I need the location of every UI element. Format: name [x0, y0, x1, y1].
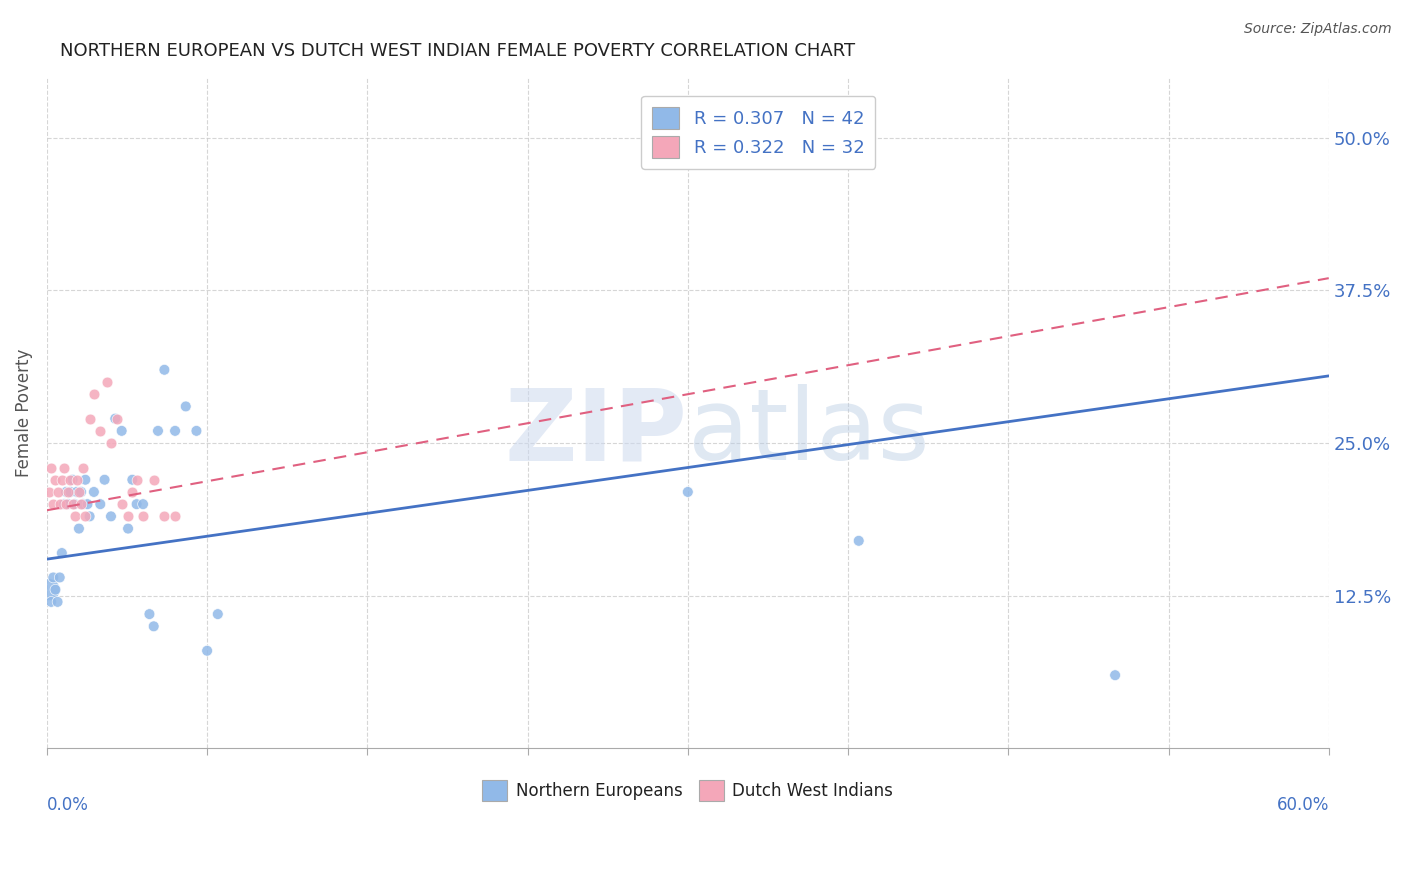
Point	[70, 497, 93, 511]
Point	[53, 497, 76, 511]
Point	[121, 485, 143, 500]
Point	[207, 607, 229, 621]
Text: 60.0%: 60.0%	[1277, 796, 1329, 814]
Point	[83, 387, 105, 401]
Point	[195, 644, 218, 658]
Point	[89, 497, 111, 511]
Point	[100, 509, 122, 524]
Point	[83, 485, 105, 500]
Point	[75, 509, 97, 524]
Point	[42, 570, 65, 584]
Point	[38, 485, 60, 500]
Point	[75, 473, 97, 487]
Point	[59, 473, 82, 487]
Point	[174, 400, 197, 414]
Point	[66, 485, 89, 500]
Point	[62, 473, 84, 487]
Point	[70, 485, 93, 500]
Point	[53, 460, 76, 475]
Point	[51, 546, 73, 560]
Point	[51, 473, 73, 487]
Point	[44, 473, 66, 487]
Point	[48, 570, 70, 584]
Point	[142, 619, 165, 633]
Point	[62, 497, 84, 511]
Text: NORTHERN EUROPEAN VS DUTCH WEST INDIAN FEMALE POVERTY CORRELATION CHART: NORTHERN EUROPEAN VS DUTCH WEST INDIAN F…	[59, 42, 855, 60]
Point	[38, 582, 60, 597]
Point	[153, 363, 176, 377]
Point	[63, 509, 86, 524]
Point	[165, 424, 187, 438]
Point	[132, 509, 155, 524]
Text: Source: ZipAtlas.com: Source: ZipAtlas.com	[1244, 22, 1392, 37]
Point	[111, 497, 134, 511]
Point	[142, 473, 165, 487]
Point	[93, 473, 115, 487]
Point	[117, 522, 139, 536]
Point	[55, 485, 77, 500]
Point	[153, 509, 176, 524]
Text: atlas: atlas	[688, 384, 929, 481]
Point	[58, 497, 80, 511]
Point	[46, 595, 69, 609]
Point	[55, 497, 77, 511]
Point	[96, 375, 118, 389]
Point	[104, 411, 127, 425]
Point	[111, 424, 134, 438]
Point	[63, 497, 86, 511]
Point	[67, 485, 90, 500]
Point	[67, 522, 90, 536]
Point	[125, 473, 148, 487]
Legend: Northern Europeans, Dutch West Indians: Northern Europeans, Dutch West Indians	[475, 773, 900, 807]
Point	[121, 473, 143, 487]
Point	[79, 411, 101, 425]
Point	[46, 485, 69, 500]
Point	[100, 436, 122, 450]
Point	[89, 424, 111, 438]
Point	[138, 607, 160, 621]
Point	[105, 411, 128, 425]
Point	[44, 582, 66, 597]
Point	[146, 424, 169, 438]
Point	[125, 497, 148, 511]
Y-axis label: Female Poverty: Female Poverty	[15, 349, 32, 476]
Point	[79, 509, 101, 524]
Point	[72, 497, 94, 511]
Text: 0.0%: 0.0%	[46, 796, 89, 814]
Point	[59, 485, 82, 500]
Point	[132, 497, 155, 511]
Point	[676, 485, 699, 500]
Text: ZIP: ZIP	[505, 384, 688, 481]
Point	[186, 424, 208, 438]
Point	[72, 460, 94, 475]
Point	[165, 509, 187, 524]
Point	[58, 485, 80, 500]
Point	[39, 460, 62, 475]
Point	[66, 473, 89, 487]
Point	[48, 497, 70, 511]
Point	[848, 533, 870, 548]
Point	[1104, 668, 1126, 682]
Point	[42, 497, 65, 511]
Point	[117, 509, 139, 524]
Point	[39, 595, 62, 609]
Point	[76, 497, 98, 511]
